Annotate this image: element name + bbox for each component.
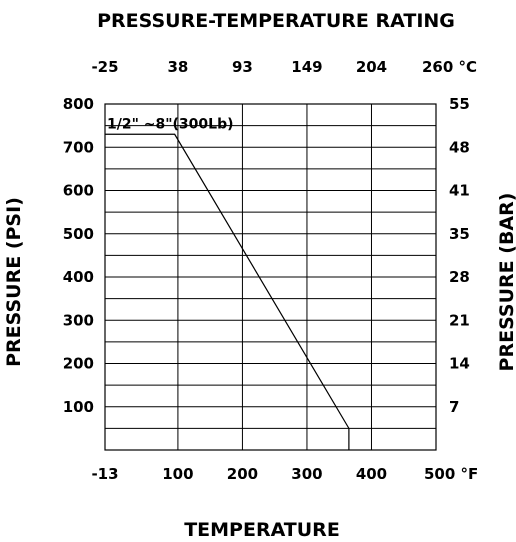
x-tick-bottom-label: 100: [162, 465, 193, 483]
y-tick-right-label: 28: [449, 268, 470, 286]
y-tick-right-label: 14: [449, 355, 470, 373]
y-tick-left-label: 400: [63, 268, 94, 286]
x-tick-bottom-label: 400: [356, 465, 387, 483]
grid: [104, 103, 437, 451]
rating-line-series: [105, 133, 350, 450]
ticks-layer: 800 700 600 500 400 300 200 100 55 48 41 35 28 21 14 7 -…: [63, 58, 479, 483]
y-tick-left-label: 300: [63, 311, 94, 329]
x-tick-top-label: 204: [356, 58, 387, 76]
y-axis-right-label: PRESSURE (BAR): [496, 193, 516, 372]
y-tick-right-label: 55: [449, 95, 470, 113]
y-tick-left-label: 600: [63, 182, 94, 200]
x-tick-bottom-label: 500 °F: [424, 465, 478, 483]
y-tick-left-label: 200: [63, 355, 94, 373]
x-tick-bottom-label: 300: [291, 465, 322, 483]
x-tick-top-label: 38: [167, 58, 188, 76]
y-tick-right-label: 48: [449, 138, 470, 156]
x-axis-label: TEMPERATURE: [184, 519, 340, 541]
x-tick-top-label: -25: [91, 58, 118, 76]
chart-title: PRESSURE-TEMPERATURE RATING: [97, 10, 455, 32]
series-layer: 1/2" ~8"(300Lb): [105, 116, 350, 450]
y-tick-left-label: 800: [63, 95, 94, 113]
y-axis-left-label: PRESSURE (PSI): [3, 197, 25, 367]
y-tick-right-label: 7: [449, 398, 459, 416]
series-label: 1/2" ~8"(300Lb): [107, 116, 234, 132]
y-tick-right-label: 35: [449, 225, 470, 243]
x-tick-top-label: 149: [291, 58, 322, 76]
y-tick-right-label: 21: [449, 311, 470, 329]
y-tick-right-label: 41: [449, 182, 470, 200]
plot-frame: [104, 103, 437, 451]
x-tick-top-label: 93: [232, 58, 253, 76]
y-tick-left-label: 500: [63, 225, 94, 243]
x-tick-top-label: 260 °C: [422, 58, 477, 76]
y-tick-left-label: 100: [63, 398, 94, 416]
y-tick-left-label: 700: [63, 138, 94, 156]
x-tick-bottom-label: -13: [91, 465, 118, 483]
x-tick-bottom-label: 200: [227, 465, 258, 483]
